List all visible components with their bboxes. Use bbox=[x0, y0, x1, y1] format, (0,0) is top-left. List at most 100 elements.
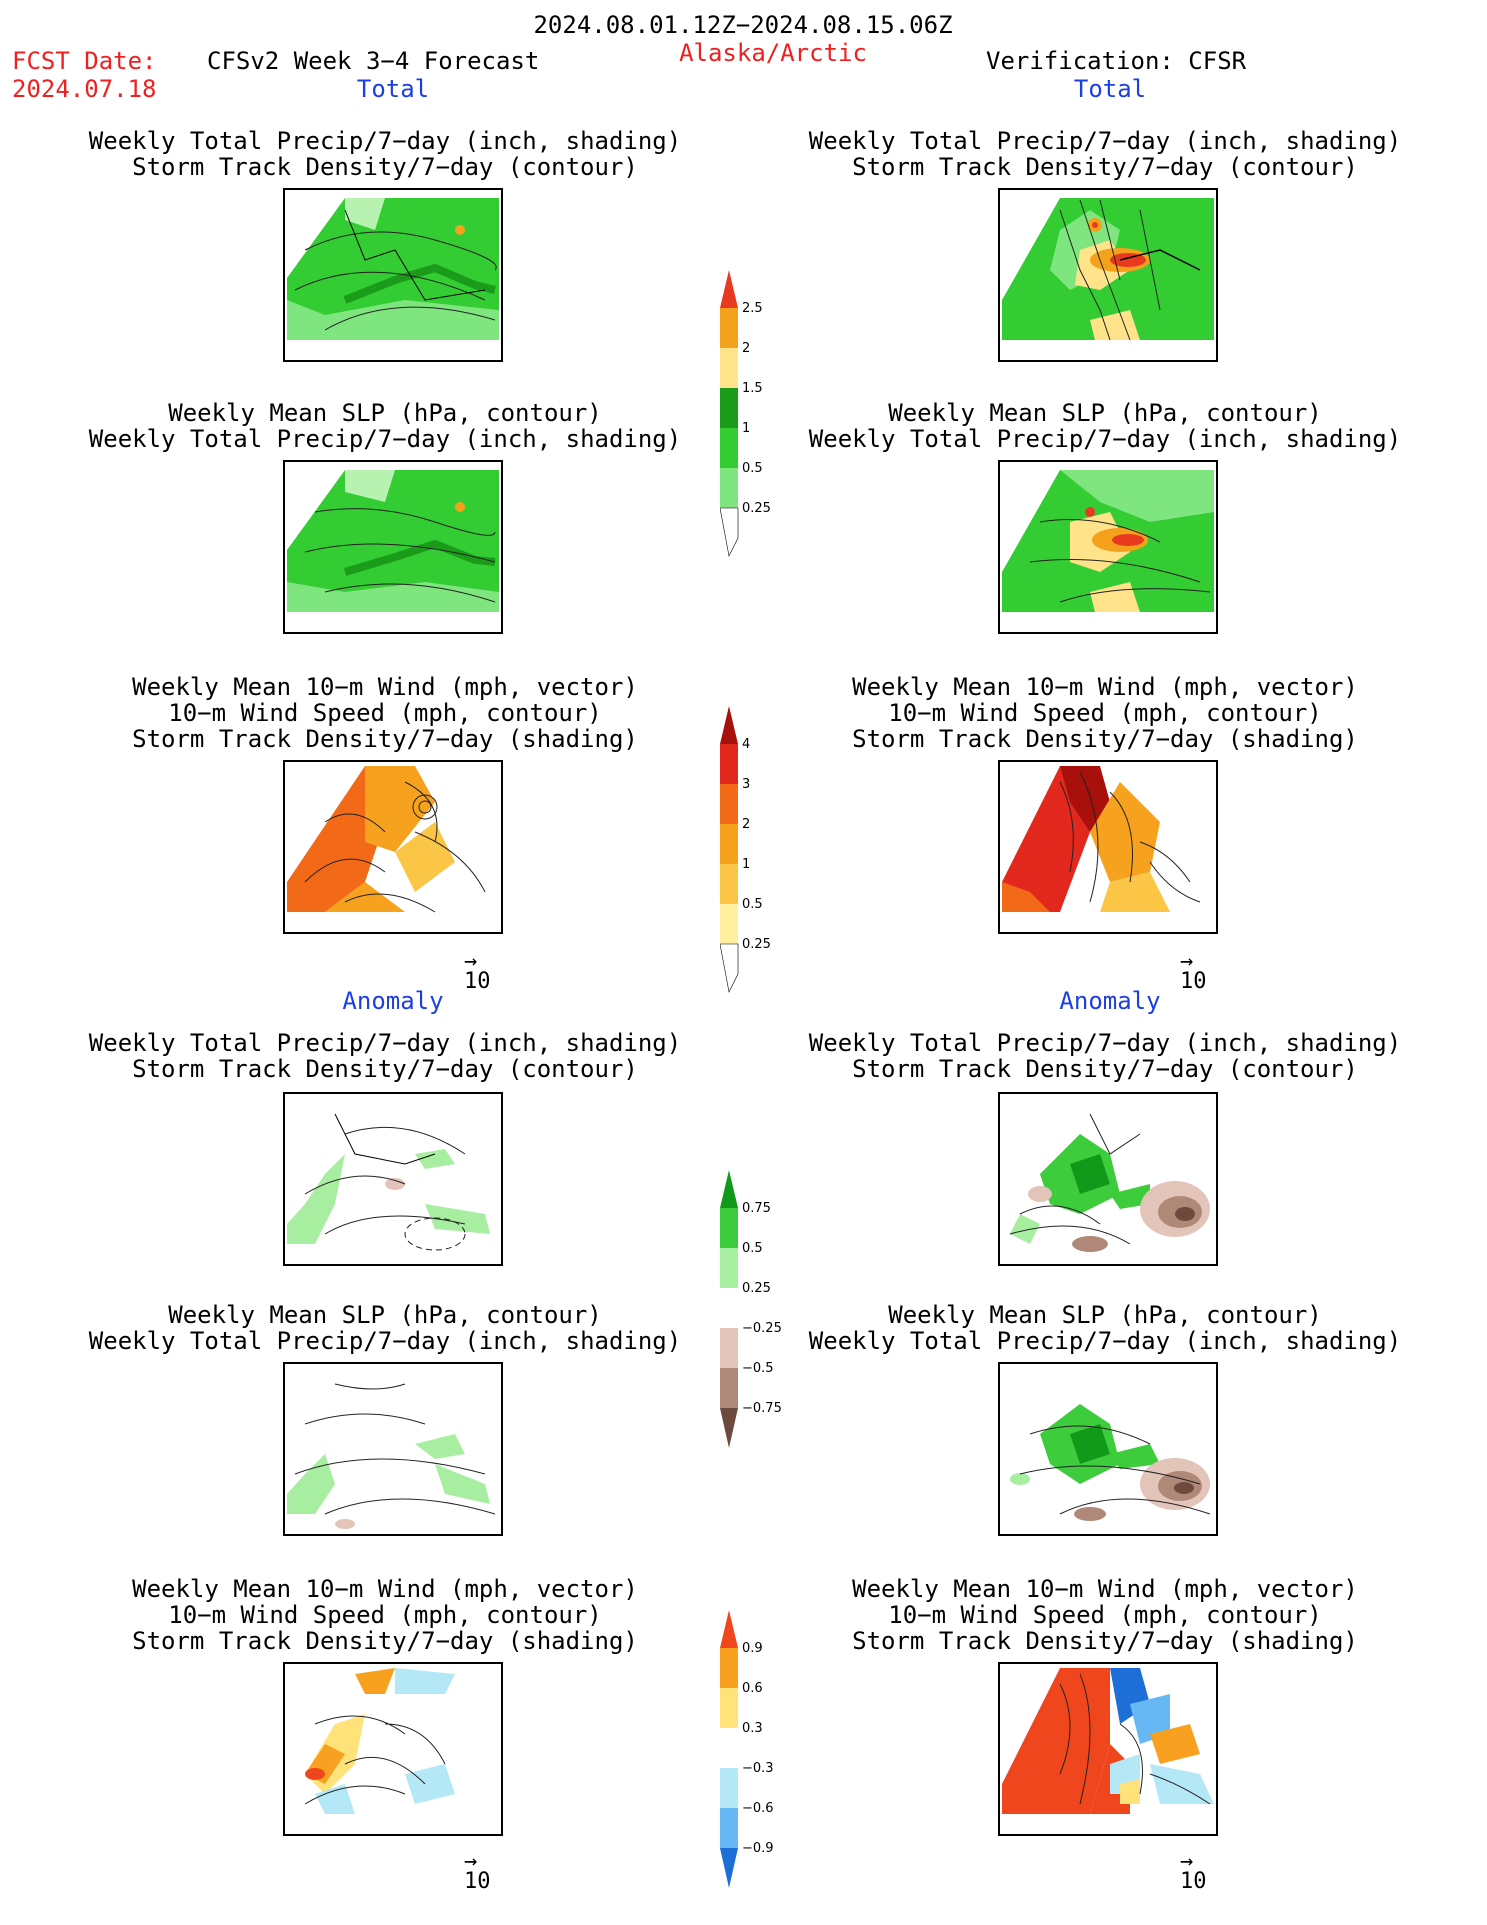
title-r3-right-1: Weekly Mean 10−m Wind (mph, vector) bbox=[852, 673, 1358, 701]
swatch-6 bbox=[720, 1368, 738, 1408]
map-anom-slp-forecast bbox=[283, 1362, 503, 1536]
tick-label: 0.5 bbox=[742, 1241, 763, 1256]
tick-label: 0.5 bbox=[742, 461, 763, 476]
title-r1-right-2: Storm Track Density/7−day (contour) bbox=[852, 153, 1358, 181]
tick-label: 2 bbox=[742, 817, 751, 832]
title-r4-right-2: Storm Track Density/7−day (contour) bbox=[852, 1055, 1358, 1083]
swatch-3 bbox=[720, 784, 738, 824]
title-r5-left-2: Weekly Total Precip/7−day (inch, shading… bbox=[88, 1327, 682, 1355]
swatch-2 bbox=[720, 1648, 738, 1688]
title-r1-left-2: Storm Track Density/7−day (contour) bbox=[132, 153, 638, 181]
tick-label: −0.5 bbox=[742, 1361, 774, 1376]
model-label: CFSv2 Week 3−4 Forecast bbox=[207, 47, 540, 75]
swatch-1 bbox=[720, 706, 738, 744]
colorbar-total-storm: 4 3 2 1 0.5 0.25 bbox=[719, 704, 780, 994]
map-anom-precip-verification bbox=[998, 1092, 1218, 1266]
tick-label: 0.25 bbox=[742, 501, 771, 516]
tick-label: −0.6 bbox=[742, 1801, 774, 1816]
map-total-wind-verification bbox=[998, 760, 1218, 934]
tick-label: 4 bbox=[742, 737, 751, 752]
section-anomaly-left: Anomaly bbox=[342, 987, 444, 1015]
vector-ref-arrow-r6-left: → bbox=[464, 1849, 478, 1874]
swatch-6 bbox=[720, 468, 738, 508]
swatch-3 bbox=[720, 348, 738, 388]
colorbar-anom-precip-swatches bbox=[720, 1170, 738, 1448]
vector-ref-arrow-r6-right: → bbox=[1180, 1849, 1194, 1874]
title-r5-left-1: Weekly Mean SLP (hPa, contour) bbox=[168, 1301, 602, 1329]
tick-label: 1 bbox=[742, 857, 751, 872]
map-anom-wind-verification bbox=[998, 1662, 1218, 1836]
map-total-slp-forecast bbox=[283, 460, 503, 634]
title-r3-left-3: Storm Track Density/7−day (shading) bbox=[132, 725, 638, 753]
section-anomaly-right: Anomaly bbox=[1059, 987, 1161, 1015]
map-total-precip-forecast bbox=[283, 188, 503, 362]
swatch-5 bbox=[720, 1768, 738, 1808]
swatch-1 bbox=[720, 1610, 738, 1648]
colorbar-total-precip-swatches bbox=[719, 270, 739, 557]
tick-label: 3 bbox=[742, 777, 751, 792]
vector-ref-arrow-r3-left: → bbox=[464, 949, 478, 974]
swatch-4 bbox=[720, 824, 738, 864]
tick-label: −0.9 bbox=[742, 1841, 774, 1856]
section-total-left: Total bbox=[356, 75, 430, 103]
vector-ref-arrow-r3-right: → bbox=[1180, 949, 1194, 974]
section-total-right: Total bbox=[1073, 75, 1147, 103]
fcst-date-value: 2024.07.18 bbox=[12, 75, 157, 103]
swatch-1 bbox=[720, 1170, 738, 1208]
map-anom-slp-verification bbox=[998, 1362, 1218, 1536]
tick-label: 0.9 bbox=[742, 1641, 763, 1656]
tick-label: 0.3 bbox=[742, 1721, 763, 1736]
tick-label: −0.75 bbox=[742, 1401, 782, 1416]
swatch-7 bbox=[719, 507, 739, 557]
vector-ref-label-r6-left: 10 bbox=[464, 1869, 491, 1894]
swatch-7 bbox=[720, 1408, 738, 1448]
title-r3-right-2: 10−m Wind Speed (mph, contour) bbox=[888, 699, 1322, 727]
swatch-4 bbox=[720, 388, 738, 428]
title-r6-left-1: Weekly Mean 10−m Wind (mph, vector) bbox=[132, 1575, 638, 1603]
tick-label: 0.6 bbox=[742, 1681, 763, 1696]
tick-label: −0.3 bbox=[742, 1761, 774, 1776]
colorbar-anom-precip: 0.75 0.5 0.25 −0.25 −0.5 −0.75 bbox=[720, 1168, 782, 1458]
title-r4-right-1: Weekly Total Precip/7−day (inch, shading… bbox=[808, 1029, 1402, 1057]
title-r5-right-2: Weekly Total Precip/7−day (inch, shading… bbox=[808, 1327, 1402, 1355]
tick-label: 1 bbox=[742, 421, 751, 436]
tick-label: 1.5 bbox=[742, 381, 763, 396]
colorbar-total-storm-swatches bbox=[719, 706, 739, 993]
tick-label: 2.5 bbox=[742, 301, 763, 316]
title-r6-right-1: Weekly Mean 10−m Wind (mph, vector) bbox=[852, 1575, 1358, 1603]
title-r1-left-1: Weekly Total Precip/7−day (inch, shading… bbox=[88, 127, 682, 155]
title-r3-left-1: Weekly Mean 10−m Wind (mph, vector) bbox=[132, 673, 638, 701]
colorbar-anom-storm-swatches bbox=[720, 1610, 738, 1888]
swatch-5 bbox=[720, 1328, 738, 1368]
title-r4-left-2: Storm Track Density/7−day (contour) bbox=[132, 1055, 638, 1083]
date-range: 2024.08.01.12Z−2024.08.15.06Z bbox=[533, 11, 953, 39]
title-r6-left-2: 10−m Wind Speed (mph, contour) bbox=[168, 1601, 602, 1629]
title-r3-right-3: Storm Track Density/7−day (shading) bbox=[852, 725, 1358, 753]
swatch-6 bbox=[720, 1808, 738, 1848]
tick-label: 0.75 bbox=[742, 1201, 771, 1216]
title-r2-right-2: Weekly Total Precip/7−day (inch, shading… bbox=[808, 425, 1402, 453]
colorbar-anom-storm: 0.9 0.6 0.3 −0.3 −0.6 −0.9 bbox=[720, 1608, 780, 1898]
tick-label: 0.5 bbox=[742, 897, 763, 912]
swatch-1 bbox=[720, 270, 738, 308]
fcst-date-label: FCST Date: bbox=[12, 47, 157, 75]
title-r6-right-2: 10−m Wind Speed (mph, contour) bbox=[888, 1601, 1322, 1629]
title-r6-left-3: Storm Track Density/7−day (shading) bbox=[132, 1627, 638, 1655]
vector-ref-label-r3-right: 10 bbox=[1180, 969, 1207, 994]
title-r4-left-1: Weekly Total Precip/7−day (inch, shading… bbox=[88, 1029, 682, 1057]
map-anom-precip-forecast bbox=[283, 1092, 503, 1266]
title-r6-right-3: Storm Track Density/7−day (shading) bbox=[852, 1627, 1358, 1655]
swatch-2 bbox=[720, 744, 738, 784]
tick-label: 2 bbox=[742, 341, 751, 356]
swatch-7 bbox=[719, 943, 739, 993]
colorbar-total-precip: 2.5 2 1.5 1 0.5 0.25 bbox=[719, 268, 780, 558]
map-anom-wind-forecast bbox=[283, 1662, 503, 1836]
map-total-wind-forecast bbox=[283, 760, 503, 934]
swatch-2 bbox=[720, 1208, 738, 1248]
swatch-3 bbox=[720, 1248, 738, 1288]
vector-ref-label-r6-right: 10 bbox=[1180, 1869, 1207, 1894]
swatch-6 bbox=[720, 904, 738, 944]
swatch-2 bbox=[720, 308, 738, 348]
title-r3-left-2: 10−m Wind Speed (mph, contour) bbox=[168, 699, 602, 727]
vector-ref-label-r3-left: 10 bbox=[464, 969, 491, 994]
